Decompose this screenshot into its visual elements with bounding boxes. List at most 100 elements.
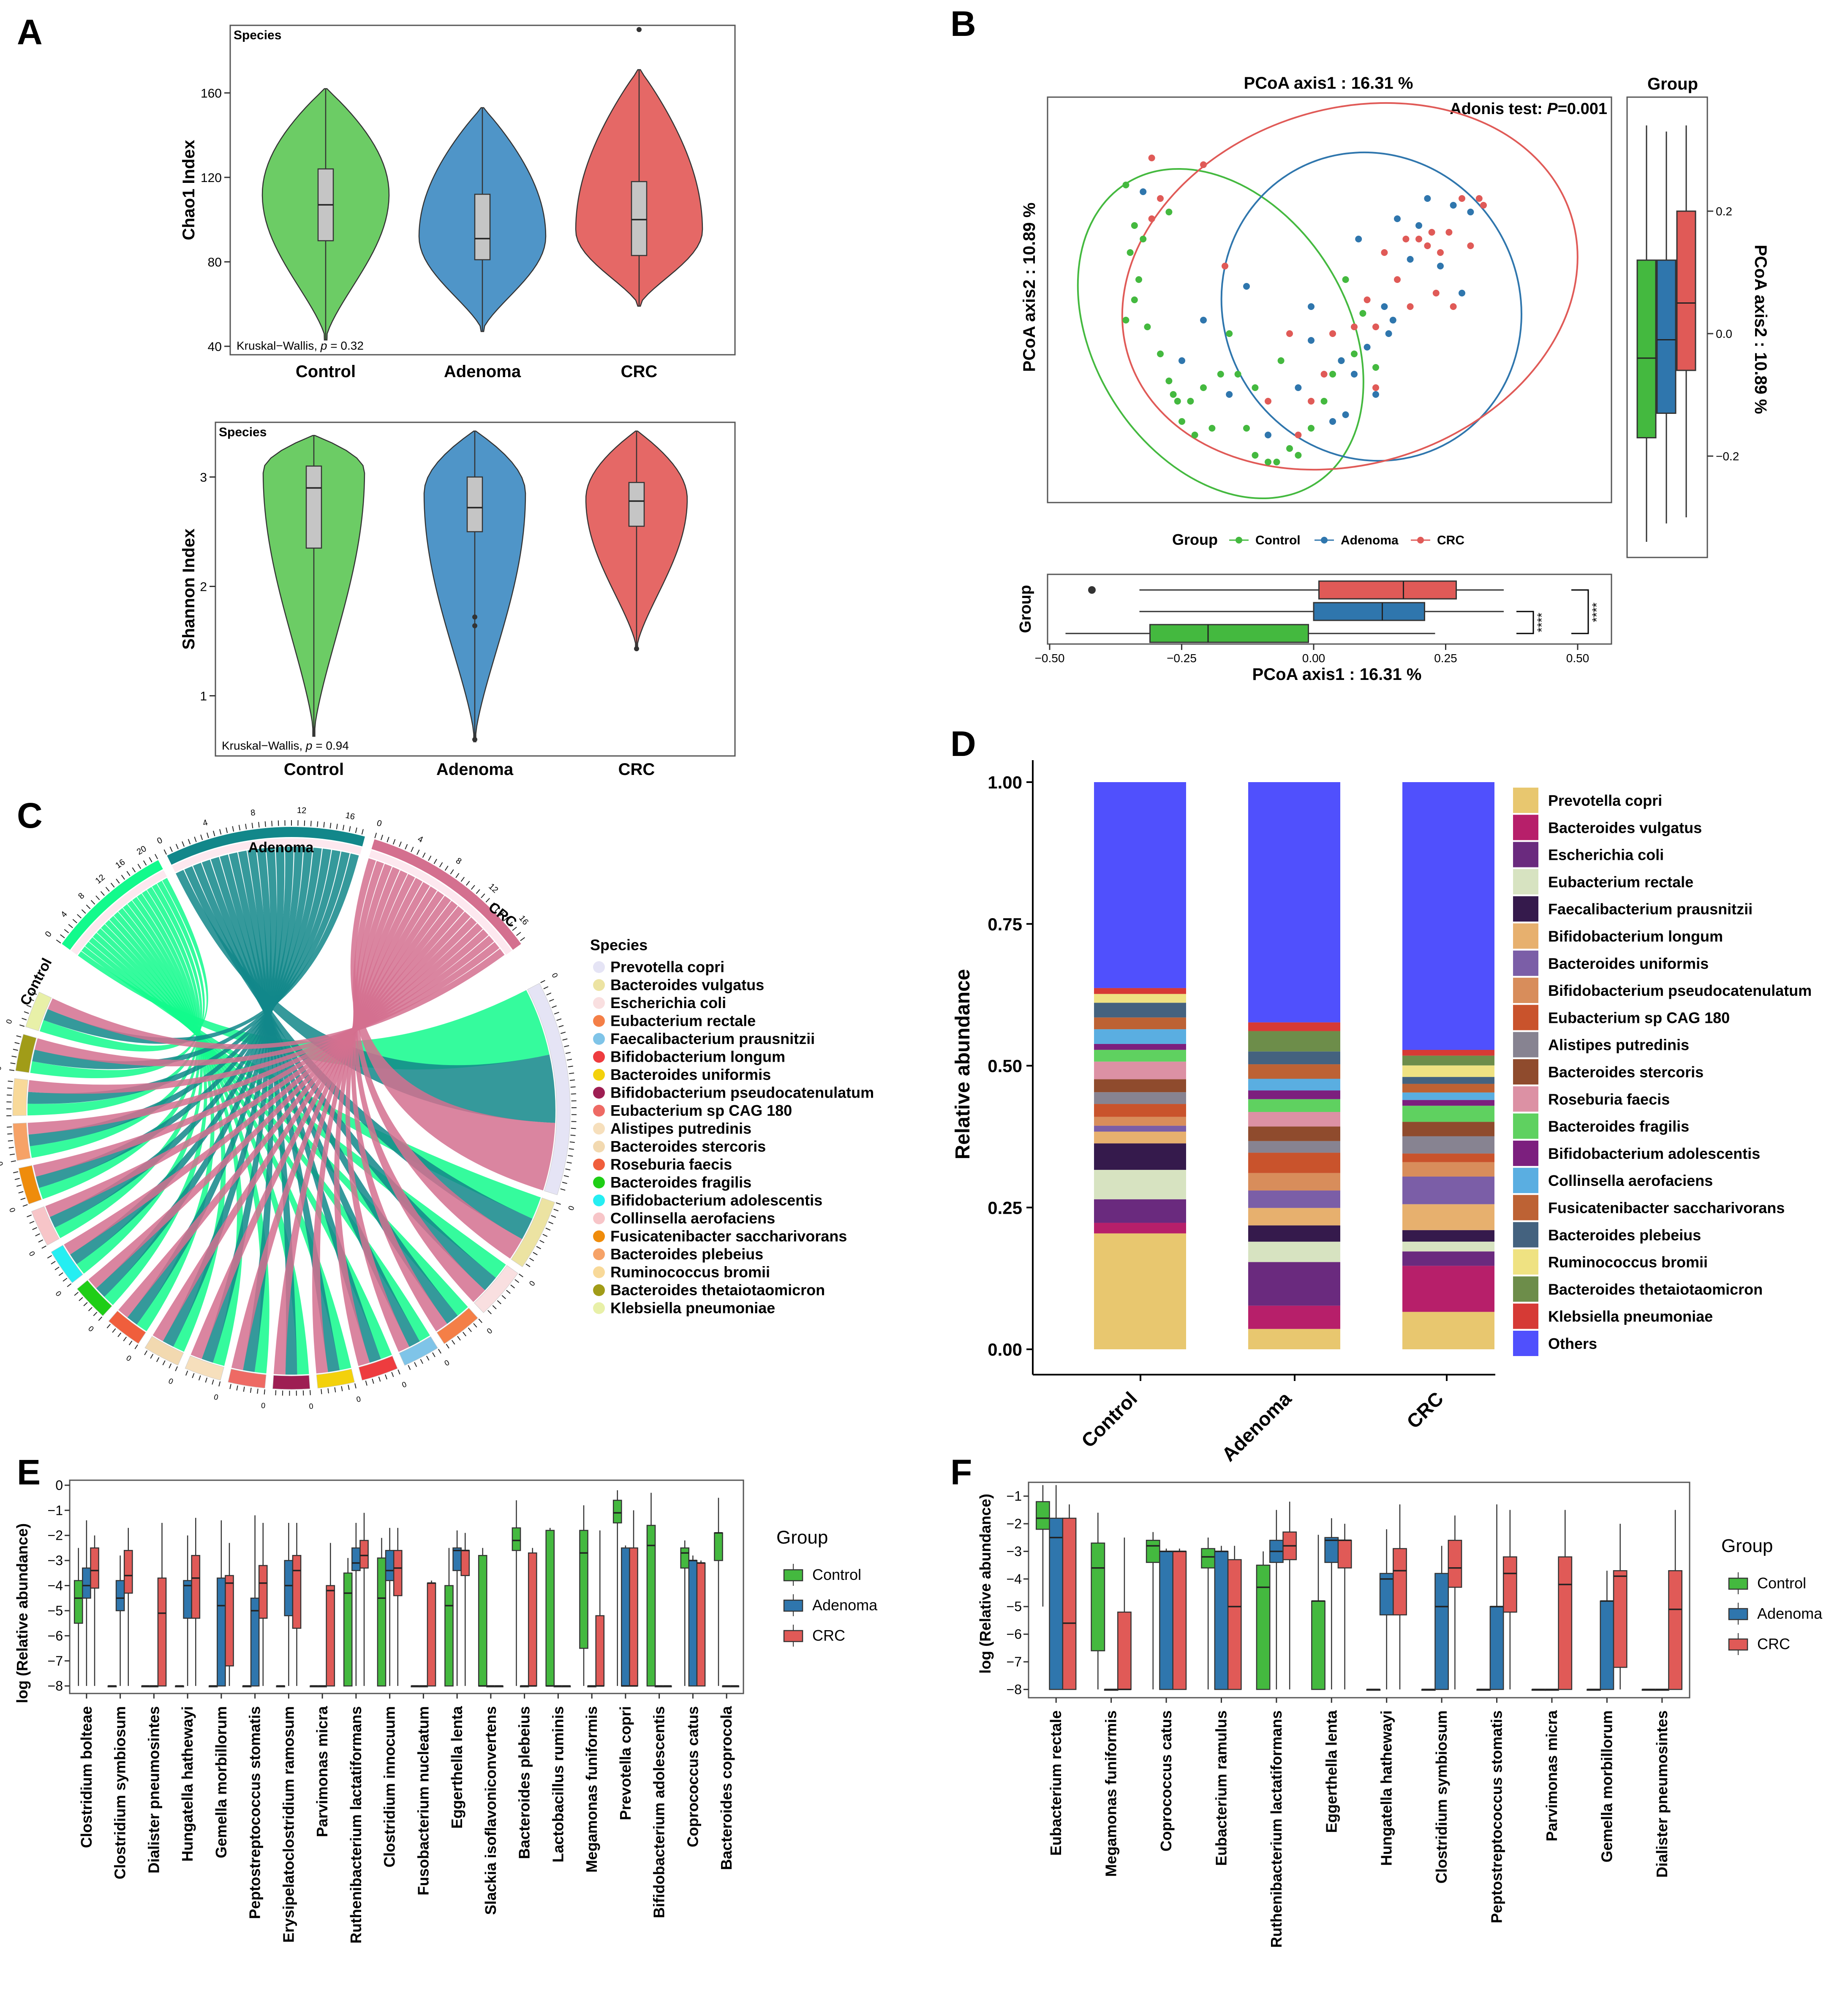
box-crc bbox=[460, 1550, 470, 1577]
species-tick bbox=[571, 1128, 576, 1129]
species-x-label: Lactobacillus ruminis bbox=[549, 1706, 566, 1862]
taxa-legend-label: Prevotella copri bbox=[1548, 792, 1662, 809]
species-sector bbox=[31, 1206, 60, 1246]
plot-border bbox=[69, 1479, 744, 1694]
species-tick bbox=[525, 1264, 531, 1267]
point-adenoma bbox=[1389, 317, 1396, 323]
bottom-axis-ticks: −0.50 −0.25 0.00 0.25 0.50 bbox=[1035, 644, 1589, 665]
species-x-label: Bacteroides coprocola bbox=[718, 1706, 735, 1870]
species-zero-tick: 0 bbox=[27, 1250, 37, 1257]
group-tick bbox=[329, 823, 332, 829]
species-x-label: Megamonas funiformis bbox=[1102, 1710, 1120, 1877]
species-legend-label: Eubacterium sp CAG 180 bbox=[610, 1102, 792, 1119]
species-tick bbox=[20, 1197, 26, 1200]
point-control bbox=[1217, 371, 1224, 378]
legend-box-control bbox=[1728, 1577, 1748, 1590]
species-tick bbox=[446, 1344, 449, 1349]
species-sector bbox=[12, 1078, 28, 1116]
point-control bbox=[1329, 371, 1336, 378]
box-control bbox=[1036, 1501, 1050, 1530]
point-control bbox=[1170, 391, 1177, 398]
species-tick bbox=[13, 1049, 18, 1051]
species-sector bbox=[144, 1336, 184, 1366]
group-tick bbox=[155, 854, 158, 859]
box-crc bbox=[393, 1550, 403, 1596]
point-crc bbox=[1265, 398, 1271, 405]
side-group-title: Group bbox=[1647, 75, 1698, 93]
species-tick bbox=[128, 1340, 133, 1345]
species-tick bbox=[38, 1239, 44, 1243]
taxa-legend-swatch bbox=[1513, 1059, 1538, 1085]
pcoa-scatter-border bbox=[1047, 96, 1612, 503]
point-crc bbox=[1148, 215, 1155, 222]
chord-crc bbox=[88, 906, 464, 1288]
species-tick bbox=[243, 1386, 245, 1392]
species-tick bbox=[565, 1168, 571, 1171]
bottom-tick-label: 0.00 bbox=[1302, 652, 1325, 665]
significance-brackets: **** **** bbox=[1516, 589, 1604, 634]
f-boxplot-area: −1 −2 −3 −4 −5 −6 −7 −8 Eubacterium rectale Megam… bbox=[1007, 1481, 1690, 1948]
species-sector bbox=[272, 1375, 310, 1390]
box-control bbox=[646, 1525, 656, 1687]
species-tick bbox=[378, 1376, 381, 1382]
group-tick-label: 0 bbox=[155, 836, 164, 846]
pcoa-scatter-points bbox=[1122, 155, 1487, 465]
group-tick bbox=[238, 825, 241, 831]
group-tick bbox=[245, 824, 247, 829]
box-adenoma bbox=[115, 1580, 125, 1612]
ellipse-adenoma bbox=[1220, 151, 1522, 462]
group-tick bbox=[520, 937, 525, 941]
legend-label-crc: CRC bbox=[812, 1627, 845, 1644]
species-tick bbox=[566, 1161, 572, 1164]
species-tick bbox=[569, 1148, 574, 1150]
species-tick bbox=[514, 1279, 520, 1283]
group-tick-label: 0 bbox=[44, 930, 54, 939]
y-tick-label: −7 bbox=[48, 1653, 63, 1669]
chord-crc bbox=[191, 891, 444, 1359]
sector-inner-adenoma bbox=[172, 838, 362, 873]
group-tick bbox=[392, 839, 396, 845]
species-tick bbox=[257, 1389, 259, 1394]
species-zero-tick: 0 bbox=[167, 1376, 174, 1386]
bar-x-label-adenoma: Adenoma bbox=[1217, 1387, 1296, 1465]
bar-segment-crc bbox=[1402, 1100, 1494, 1106]
species-sector bbox=[316, 1369, 355, 1389]
species-legend-swatch bbox=[593, 1123, 605, 1135]
side-boxplots-axis2 bbox=[1636, 125, 1696, 542]
legend-dot-crc bbox=[1417, 537, 1424, 544]
species-tick bbox=[27, 1214, 32, 1218]
panel-label-f: F bbox=[950, 1452, 972, 1492]
point-crc bbox=[1459, 195, 1465, 202]
species-x-label: Gemella morbillorum bbox=[1598, 1710, 1615, 1862]
bar-segment-adenoma bbox=[1248, 1262, 1340, 1306]
species-tick bbox=[67, 1283, 72, 1287]
species-legend-swatch bbox=[593, 1248, 605, 1260]
species-tick bbox=[372, 1378, 374, 1384]
group-tick bbox=[207, 832, 209, 838]
bar-segment-adenoma bbox=[1248, 1208, 1340, 1226]
legend-label-crc: CRC bbox=[1437, 533, 1464, 547]
bottom-group-label: Group bbox=[1017, 585, 1034, 633]
group-tick bbox=[416, 849, 420, 855]
species-tick bbox=[545, 1228, 551, 1231]
species-tick bbox=[11, 1055, 17, 1057]
group-tick bbox=[485, 898, 490, 903]
taxa-legend-swatch bbox=[1513, 1032, 1538, 1057]
box-crc bbox=[427, 1582, 436, 1687]
species-tick bbox=[468, 1327, 472, 1332]
species-zero-tick: 0 bbox=[261, 1401, 266, 1410]
point-crc bbox=[1200, 161, 1207, 168]
taxa-legend-swatch bbox=[1513, 1303, 1538, 1329]
group-tick bbox=[95, 895, 100, 900]
taxa-legend-label: Escherichia coli bbox=[1548, 846, 1664, 864]
group-tick bbox=[411, 847, 414, 852]
group-tick bbox=[169, 846, 173, 852]
species-tick bbox=[529, 1258, 534, 1261]
y-tick-label: −7 bbox=[1007, 1654, 1022, 1669]
point-adenoma bbox=[1459, 290, 1465, 296]
box-control bbox=[444, 1585, 454, 1687]
y-tick-label: −5 bbox=[1007, 1599, 1022, 1614]
point-control bbox=[1174, 398, 1181, 405]
